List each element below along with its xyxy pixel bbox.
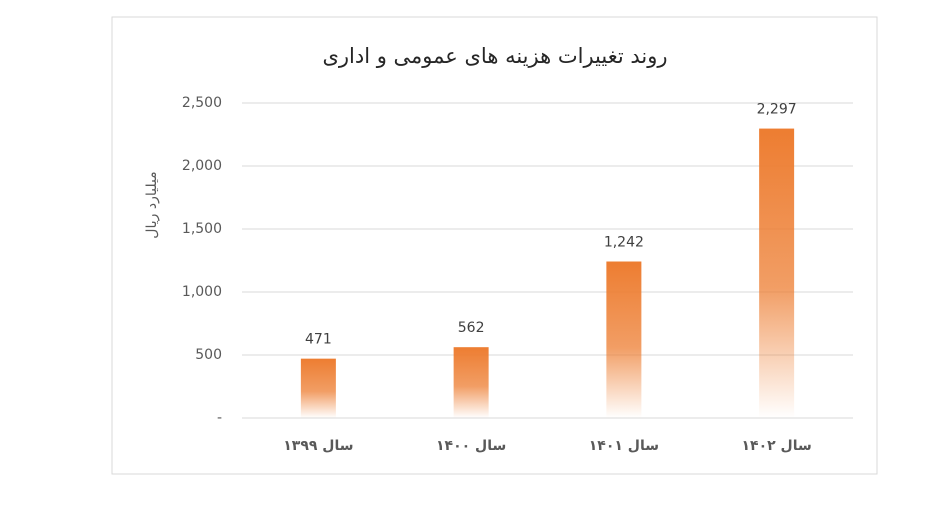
y-tick-label: 1,500: [182, 221, 222, 237]
bar: [759, 128, 795, 418]
chart-frame: [111, 16, 878, 475]
y-tick-label: -: [217, 410, 222, 426]
y-tick-label: 2,500: [182, 95, 222, 111]
x-tick-label: سال ۱۴۰۰: [436, 438, 506, 454]
y-tick-label: 500: [195, 347, 222, 363]
x-tick-label: سال ۱۴۰۱: [589, 438, 659, 454]
bar: [453, 347, 489, 418]
y-tick-label: 2,000: [182, 158, 222, 174]
x-tick-label: سال ۱۳۹۹: [283, 438, 353, 454]
y-tick-label: 1,000: [182, 284, 222, 300]
bar: [300, 358, 336, 418]
value-label: 471: [305, 332, 332, 348]
value-label: 1,242: [604, 235, 644, 251]
value-label: 562: [458, 320, 485, 336]
chart-title: روند تغییرات هزینه های عمومی و اداری: [322, 44, 667, 68]
y-axis-label: میلیارد ریال: [144, 171, 160, 238]
x-tick-label: سال ۱۴۰۲: [742, 438, 812, 454]
bar: [606, 261, 642, 418]
value-label: 2,297: [757, 102, 797, 118]
